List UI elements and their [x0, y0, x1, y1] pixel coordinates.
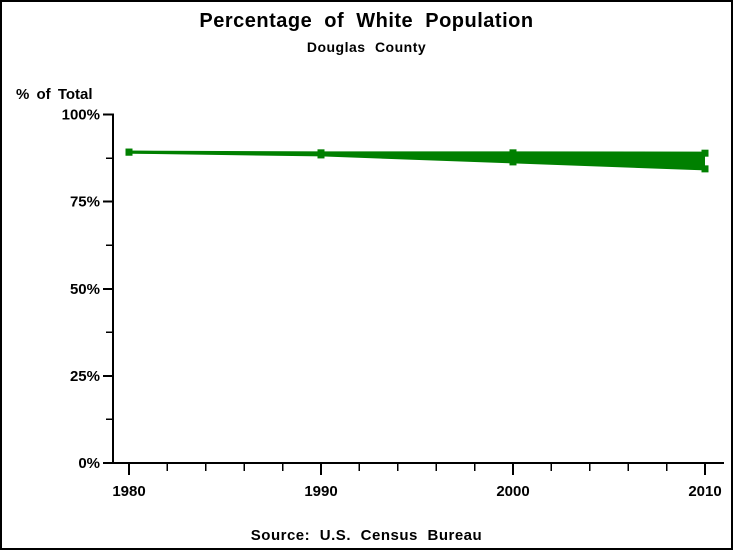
chart-subtitle: Douglas County [306, 39, 427, 55]
y-tick-label: 0% [78, 455, 100, 472]
data-band [129, 152, 705, 169]
x-tick-label: 2000 [496, 483, 529, 500]
x-tick-label: 2010 [688, 483, 721, 500]
y-tick-label: 25% [70, 368, 100, 385]
source-note: Source: U.S. Census Bureau [250, 527, 483, 544]
chart-title: Percentage of White Population [199, 10, 534, 32]
x-tick-label: 1990 [304, 483, 337, 500]
data-point-marker [701, 149, 709, 157]
y-tick-label: 50% [70, 281, 100, 298]
x-tick-label: 1980 [112, 483, 145, 500]
lower-series-line [128, 150, 706, 171]
data-point-marker [509, 149, 517, 157]
data-point-marker [701, 165, 709, 173]
data-point-marker [317, 151, 325, 159]
data-point-marker [125, 148, 133, 156]
y-tick-label: 75% [70, 194, 100, 211]
y-tick-label: 100% [62, 107, 100, 124]
y-axis-title: % of Total [16, 86, 93, 103]
data-point-marker [509, 158, 517, 166]
